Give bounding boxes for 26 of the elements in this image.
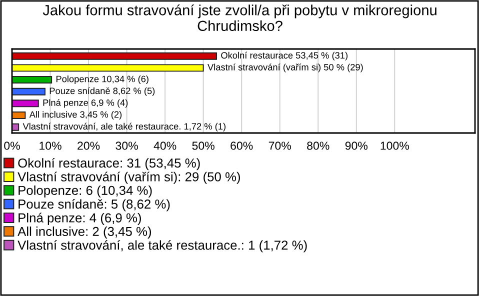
data-label: Vlastní stravování (vařím si) 50 % (29)	[208, 64, 363, 72]
x-tick-label: 0%	[4, 142, 20, 150]
x-tick-label: 80%	[307, 142, 330, 150]
legend-label: Okolní restaurace: 31 (53,45 %)	[18, 158, 200, 170]
data-label: Vlastní stravování, ale také restaurace. 1,72 % (1)	[22, 122, 226, 132]
legend-label: Polopenze: 6 (10,34 %)	[18, 185, 152, 198]
legend-label: Plná penze: 4 (6,9 %)	[18, 212, 141, 225]
data-label: Polopenze 10,34 % (6)	[56, 75, 148, 84]
x-tick-label: 30%	[116, 142, 138, 150]
chart-title: Jakou formu stravování jste zvolil/a při pobytu v mikroregionu Chrudimsko?	[42, 4, 436, 32]
data-label: Plná penze 6,9 % (4)	[43, 99, 128, 108]
x-tick-label: 50%	[192, 142, 214, 150]
x-tick-label: 10%	[40, 142, 62, 150]
x-tick-label: 60%	[230, 142, 253, 150]
data-label: Okolní restaurace 53,45 % (31)	[221, 52, 348, 60]
x-tick-label: 40%	[154, 142, 176, 150]
x-tick-label: 90%	[345, 142, 368, 150]
x-tick-label: 100%	[380, 142, 409, 150]
legend-label: All inclusive: 2 (3,45 %)	[18, 226, 152, 239]
legend-label: Vlastní stravování, ale také restaurace.: 1 (1,72 %)	[18, 240, 307, 252]
legend-label: Pouze snídaně: 5 (8,62 %)	[18, 199, 170, 212]
x-tick-label: 20%	[78, 142, 100, 150]
x-tick-label: 70%	[268, 142, 291, 150]
data-label: Pouze snídaně 8,62 % (5)	[50, 87, 155, 96]
legend-label: Vlastní stravování (vařím si): 29 (50 %)	[18, 172, 240, 184]
data-label: All inclusive 3,45 % (2)	[29, 110, 122, 120]
